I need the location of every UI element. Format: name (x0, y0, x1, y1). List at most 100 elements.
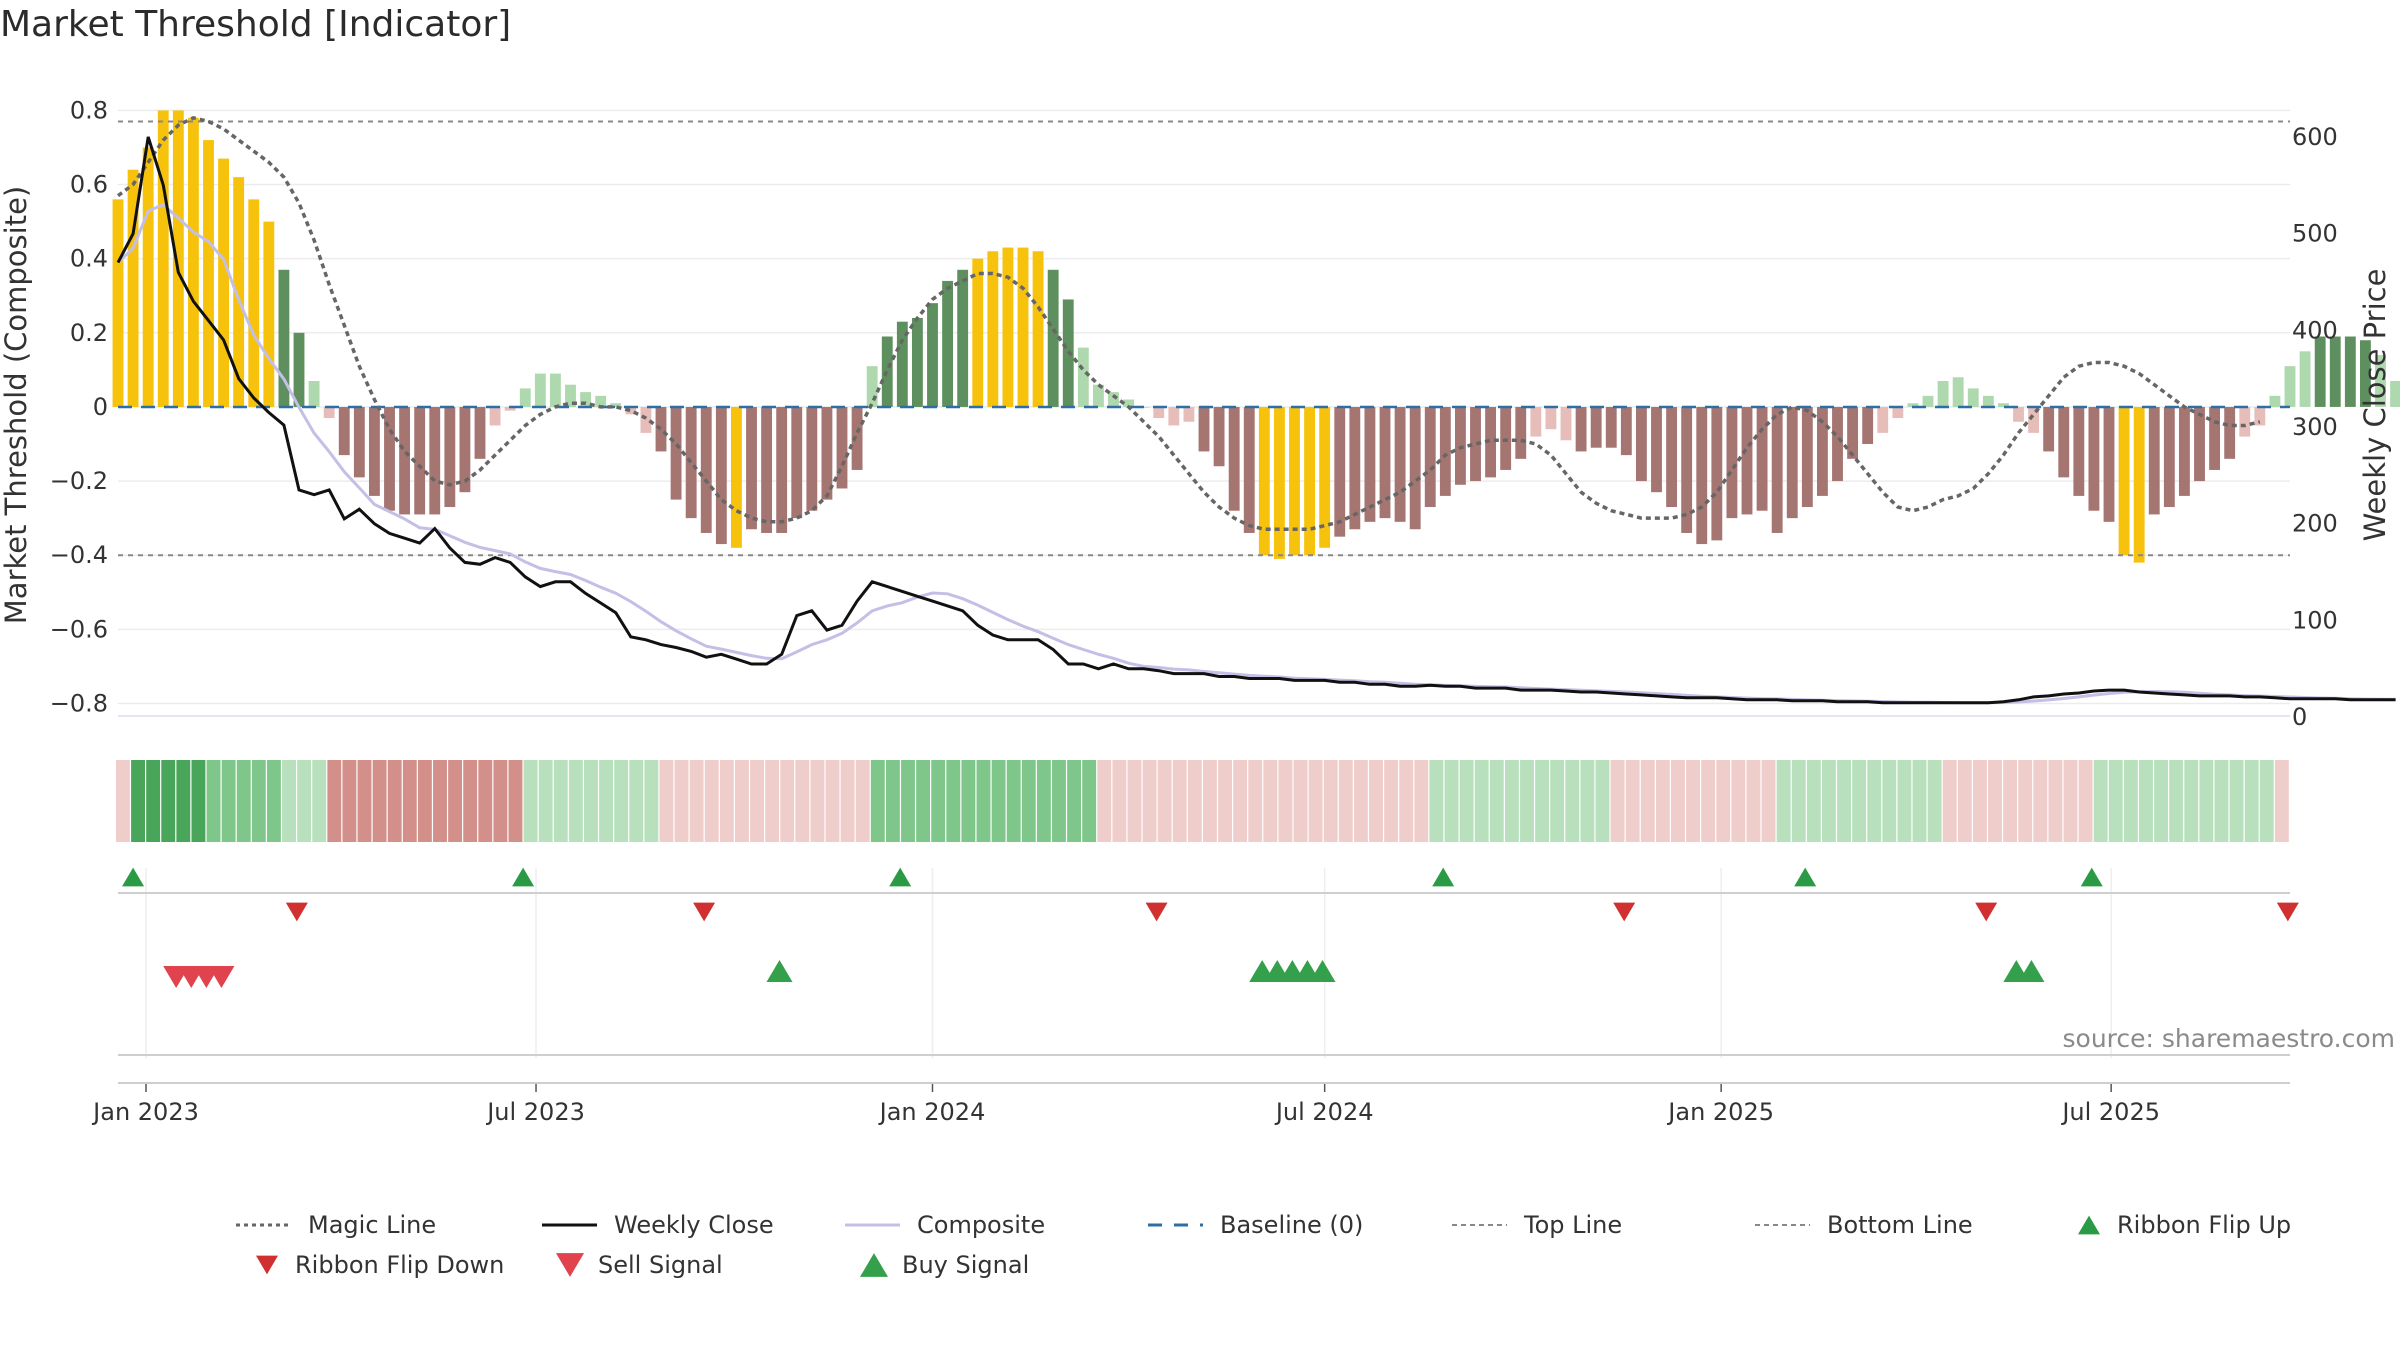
ribbon-cell (1459, 760, 1474, 842)
ribbon-cell (840, 760, 855, 842)
ribbon-flip-down-marker (285, 902, 308, 922)
ribbon-cell (1414, 760, 1429, 842)
composite-bar (1077, 347, 1089, 407)
ribbon-cell (1052, 760, 1066, 842)
source-label: source: sharemaestro.com (2063, 1024, 2396, 1053)
ribbon-flip-up-marker (122, 867, 145, 887)
composite-bar (1017, 247, 1029, 407)
ribbon-cell (1384, 760, 1399, 842)
ribbon-cell (1293, 760, 1308, 842)
ribbon-cell (191, 760, 206, 842)
ribbon-cell (523, 760, 538, 842)
ribbon-cell (614, 760, 629, 842)
composite-bar (987, 251, 999, 407)
composite-bar (1002, 247, 1014, 407)
ribbon-cell (991, 760, 1006, 842)
ribbon-cell (2018, 760, 2033, 842)
composite-bar (791, 406, 803, 519)
composite-bar (1997, 403, 2009, 407)
composite-bar (1560, 406, 1572, 441)
composite-bar (429, 406, 441, 515)
legend-label: Ribbon Flip Up (2117, 1211, 2291, 1239)
ribbon-cell (1610, 760, 1625, 842)
composite-bar (1485, 406, 1497, 478)
ribbon-cell (2199, 760, 2214, 842)
gridlines (118, 109, 2290, 1058)
ribbon-cell (2108, 760, 2123, 842)
composite-bar (1605, 406, 1617, 448)
legend-label: Bottom Line (1827, 1211, 1973, 1239)
composite-bar (761, 406, 773, 533)
composite-bar (1726, 406, 1738, 519)
ribbon-cell (2274, 760, 2289, 842)
composite-bar (2299, 351, 2311, 407)
legend-label: Composite (917, 1211, 1045, 1239)
composite-bar (896, 321, 908, 407)
composite-bar (278, 269, 290, 407)
ribbon-cell (976, 760, 991, 842)
composite-bar (1545, 406, 1557, 430)
composite-bar (142, 147, 154, 407)
left-tick-label: 0.8 (70, 96, 108, 124)
composite-bar (746, 406, 757, 530)
ribbon-cell (1897, 760, 1912, 842)
ribbon-flip-up-marker (1432, 867, 1455, 887)
ribbon-cell (1580, 760, 1595, 842)
composite-bar (1319, 406, 1331, 548)
ribbon-cell (251, 760, 266, 842)
ribbon-cell (870, 760, 885, 842)
ribbon-cell (2214, 760, 2229, 842)
legend-swatch-flip-up (2078, 1215, 2100, 1235)
ribbon-cell (433, 760, 447, 842)
ribbon-cell (885, 760, 900, 842)
ribbon-cell (402, 760, 417, 842)
buy-signal-marker (766, 959, 793, 983)
ribbon-flip-up-marker (2080, 867, 2103, 887)
ribbon-cell (1006, 760, 1021, 842)
composite-bar (1937, 380, 1949, 407)
composite-bar (580, 392, 592, 407)
ribbon-cell (1821, 760, 1836, 842)
ribbon-cell (2078, 760, 2093, 842)
x-tick-label: Jan 2023 (91, 1098, 199, 1126)
composite-bar (685, 406, 697, 519)
ribbon-cell (659, 760, 674, 842)
composite-bar (1349, 406, 1361, 530)
composite-bar (2103, 406, 2115, 522)
composite-bar (112, 199, 124, 407)
composite-bar (942, 280, 954, 407)
ribbon-strip (116, 760, 2289, 842)
ribbon-flip-down-marker (693, 902, 716, 922)
ribbon-cell (1565, 760, 1580, 842)
ribbon-cell (1520, 760, 1534, 842)
ribbon-cell (1369, 760, 1383, 842)
buy-signal-marker (2018, 959, 2045, 983)
composite-bar (1952, 377, 1964, 407)
left-tick-label: −0.8 (50, 689, 108, 717)
composite-bar (1304, 406, 1316, 556)
ribbon-cell (1655, 760, 1670, 842)
composite-bar (1847, 406, 1859, 459)
ribbon-cell (2033, 760, 2048, 842)
composite-bar (1424, 406, 1436, 508)
ribbon-cell (508, 760, 523, 842)
composite-bar (1454, 406, 1466, 485)
x-tick-label: Jul 2023 (485, 1098, 585, 1126)
composite-bar (972, 258, 984, 407)
composite-bar (1439, 406, 1451, 496)
ribbon-cell (297, 760, 312, 842)
composite-line (116, 202, 2396, 705)
right-tick-label: 100 (2292, 606, 2338, 634)
ribbon-cell (1263, 760, 1278, 842)
magic-line (116, 115, 2261, 532)
composite-bar (1681, 406, 1693, 533)
composite-bar (218, 158, 230, 407)
left-tick-label: −0.6 (50, 615, 108, 643)
composite-bar (2194, 406, 2205, 482)
ribbon-cell (146, 760, 161, 842)
composite-bar (1771, 406, 1783, 533)
legend-label: Sell Signal (598, 1251, 723, 1279)
ribbon-cell (2048, 760, 2063, 842)
composite-bar (1470, 406, 1481, 482)
ribbon-cell (1067, 760, 1082, 842)
